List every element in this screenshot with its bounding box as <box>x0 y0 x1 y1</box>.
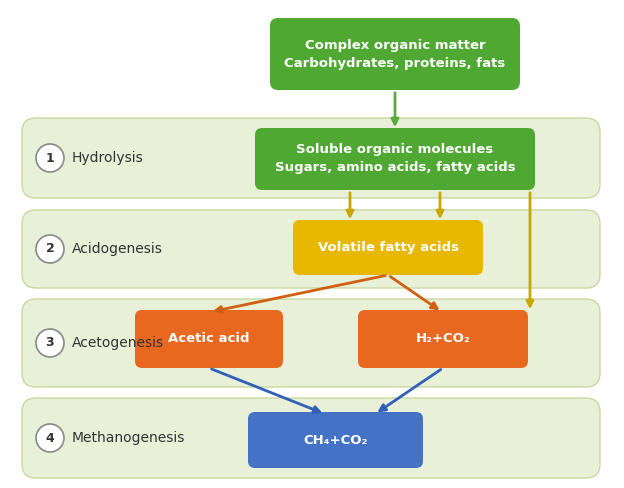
Text: Acetogenesis: Acetogenesis <box>72 336 164 350</box>
Text: 2: 2 <box>46 243 54 256</box>
Text: CH₄+CO₂: CH₄+CO₂ <box>303 433 368 447</box>
Circle shape <box>36 144 64 172</box>
FancyBboxPatch shape <box>22 210 600 288</box>
FancyBboxPatch shape <box>293 220 483 275</box>
FancyBboxPatch shape <box>22 398 600 478</box>
Text: Acidogenesis: Acidogenesis <box>72 242 163 256</box>
Text: Hydrolysis: Hydrolysis <box>72 151 144 165</box>
Circle shape <box>36 235 64 263</box>
Text: Complex organic matter
Carbohydrates, proteins, fats: Complex organic matter Carbohydrates, pr… <box>285 39 505 69</box>
FancyBboxPatch shape <box>358 310 528 368</box>
Text: Acetic acid: Acetic acid <box>168 332 250 346</box>
FancyBboxPatch shape <box>135 310 283 368</box>
Text: 4: 4 <box>46 431 54 445</box>
Circle shape <box>36 329 64 357</box>
FancyBboxPatch shape <box>248 412 423 468</box>
FancyBboxPatch shape <box>270 18 520 90</box>
Text: 1: 1 <box>46 151 54 164</box>
Circle shape <box>36 424 64 452</box>
Text: 3: 3 <box>46 337 54 349</box>
FancyBboxPatch shape <box>255 128 535 190</box>
Text: H₂+CO₂: H₂+CO₂ <box>416 332 470 346</box>
FancyBboxPatch shape <box>22 299 600 387</box>
Text: Soluble organic molecules
Sugars, amino acids, fatty acids: Soluble organic molecules Sugars, amino … <box>275 143 515 175</box>
FancyBboxPatch shape <box>22 118 600 198</box>
Text: Methanogenesis: Methanogenesis <box>72 431 185 445</box>
Text: Volatile fatty acids: Volatile fatty acids <box>318 241 459 254</box>
